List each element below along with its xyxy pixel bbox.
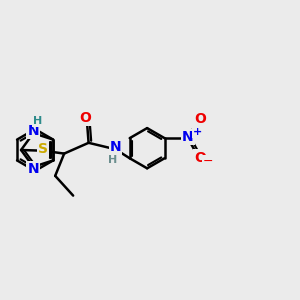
Text: S: S <box>38 142 48 156</box>
Text: O: O <box>194 112 206 126</box>
Text: +: + <box>193 127 203 137</box>
Text: N: N <box>28 124 39 138</box>
Text: H: H <box>33 116 43 126</box>
Text: N: N <box>28 162 39 176</box>
Text: −: − <box>203 155 213 168</box>
Text: O: O <box>79 111 91 125</box>
Text: N: N <box>110 140 121 154</box>
Text: O: O <box>194 151 206 164</box>
Text: N: N <box>182 130 194 144</box>
Text: H: H <box>108 155 117 165</box>
